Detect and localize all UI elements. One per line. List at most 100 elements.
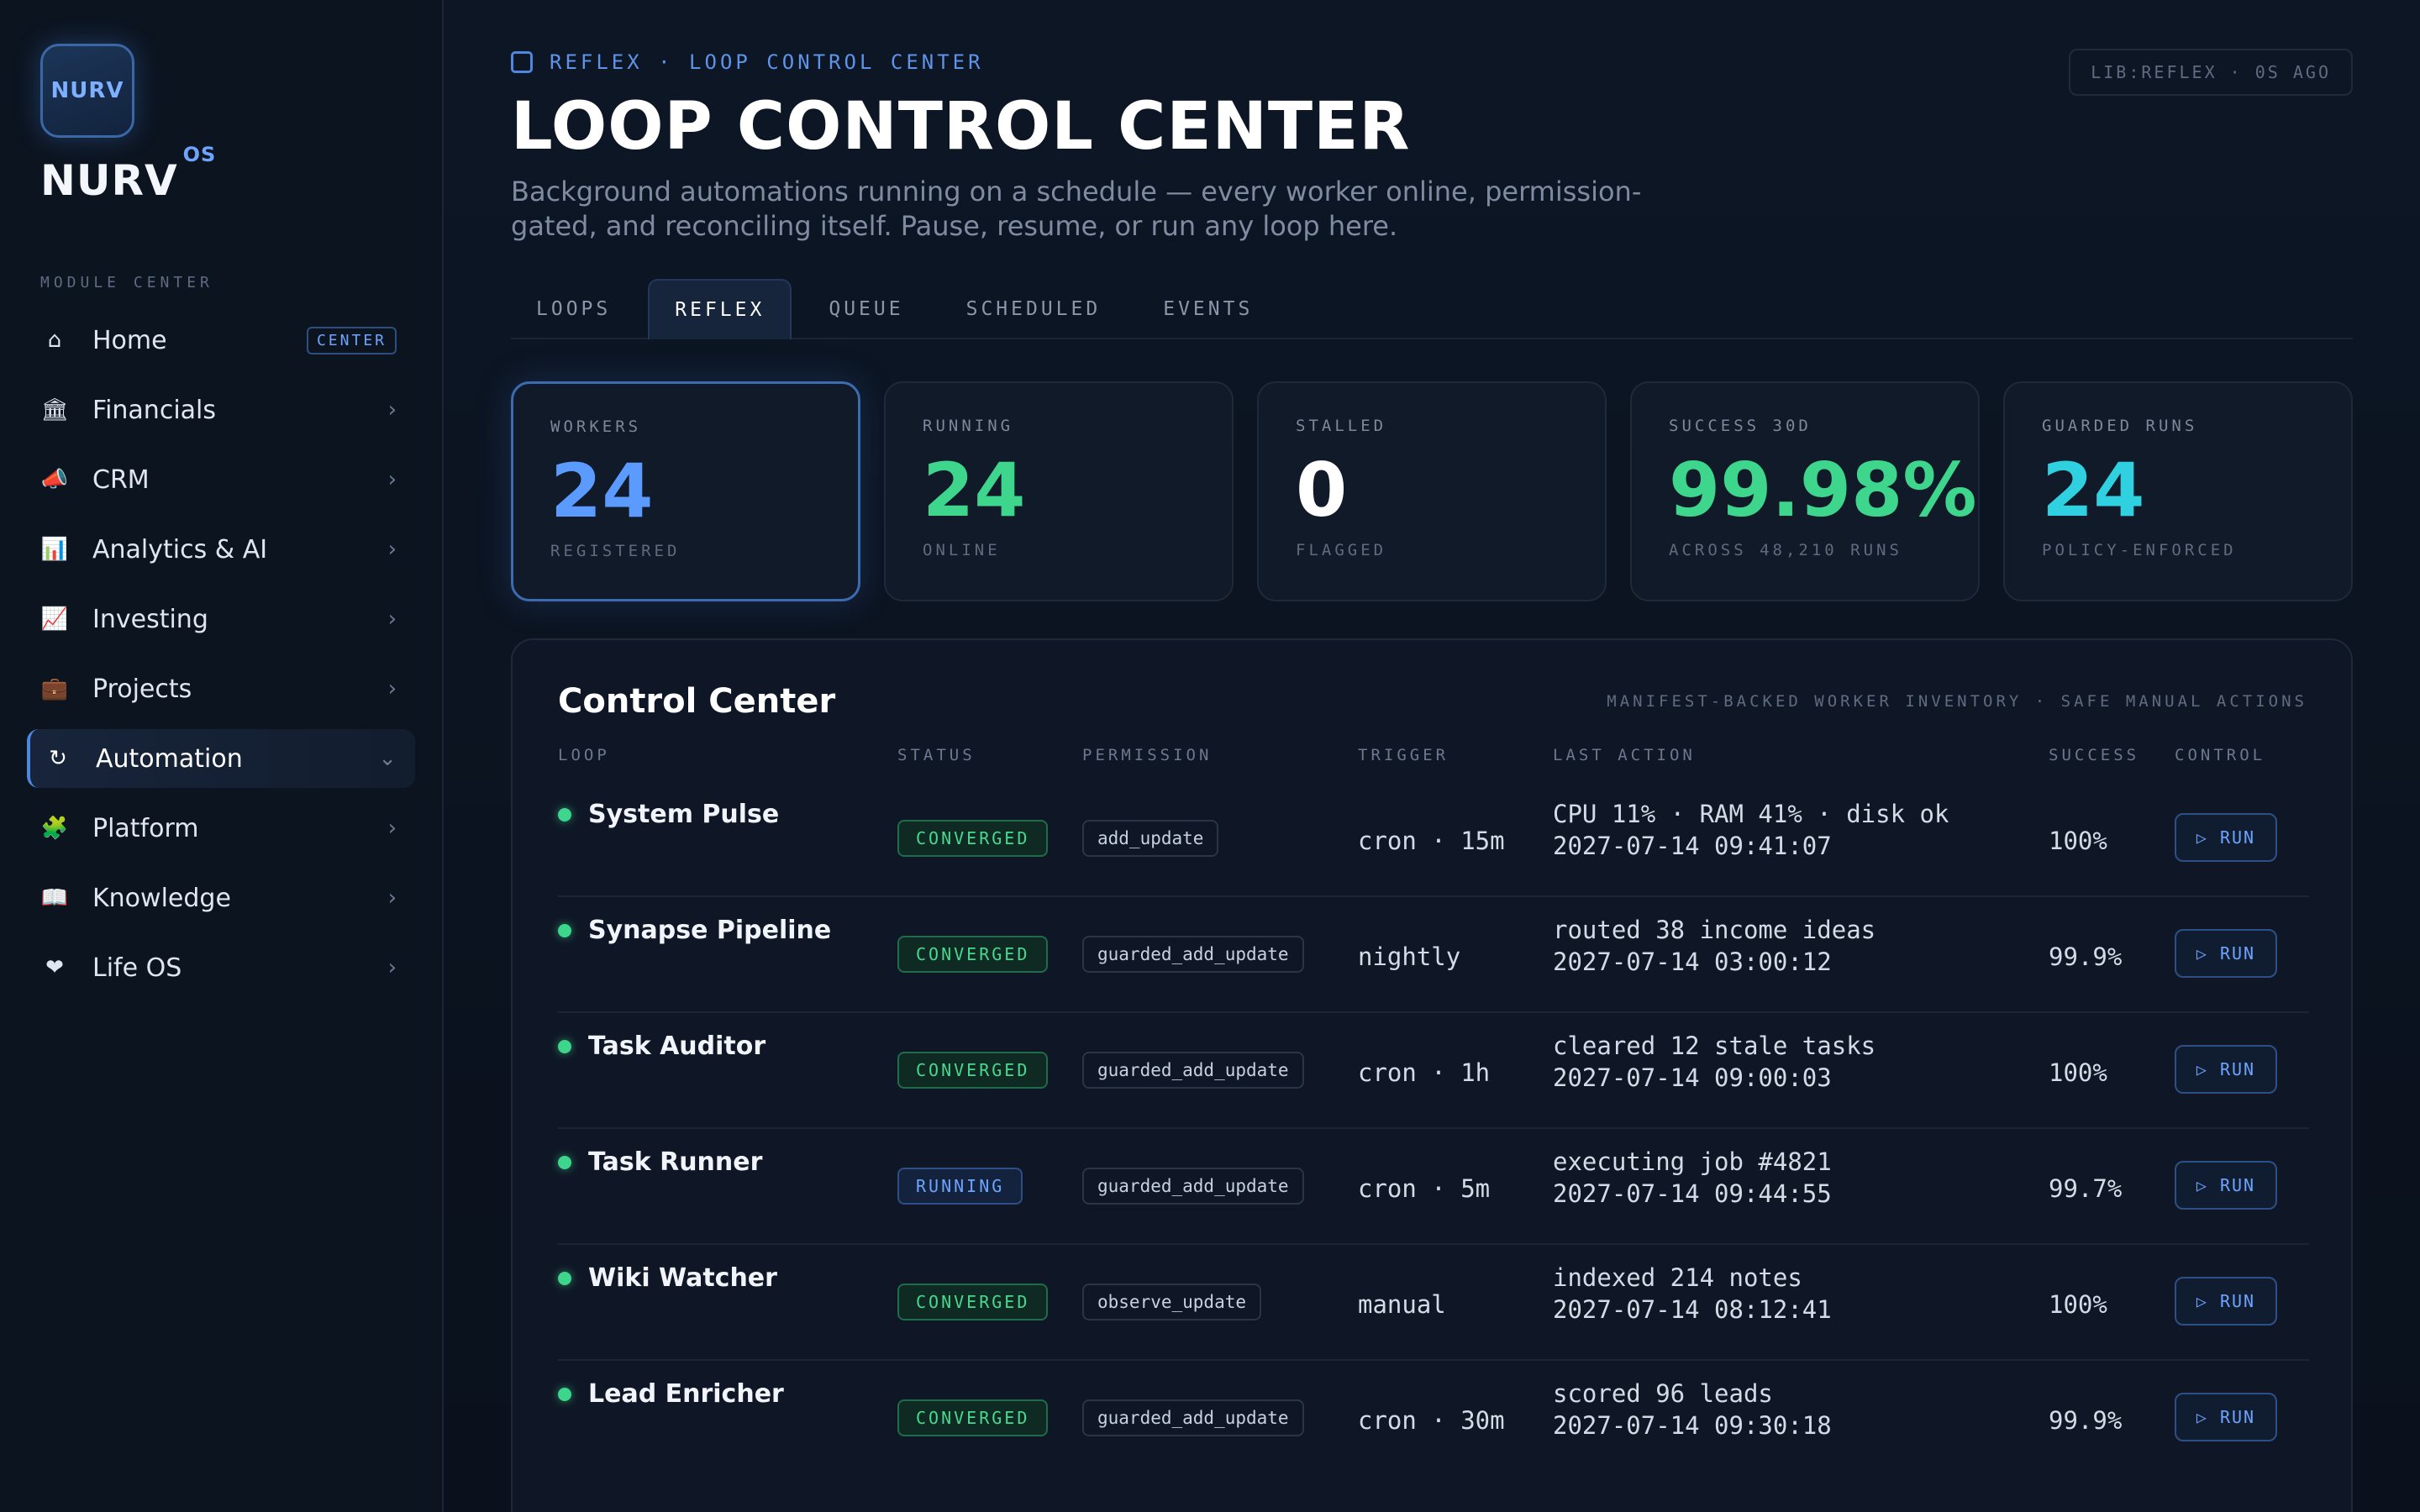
brand-title: NURV: [40, 156, 178, 205]
col-header-status: STATUS: [897, 746, 976, 764]
table-body: System Pulse CONVERGED add_update cron ·…: [558, 781, 2309, 1477]
stat-card-success[interactable]: SUCCESS 30D 99.98% ACROSS 48,210 RUNS: [1630, 381, 1980, 601]
tab-events[interactable]: EVENTS: [1163, 298, 1254, 320]
last-action-text: routed 38 income ideas: [1553, 916, 1876, 944]
tab-scheduled[interactable]: SCHEDULED: [965, 298, 1102, 320]
last-action-text: scored 96 leads: [1553, 1379, 1773, 1408]
stat-card-guarded[interactable]: GUARDED RUNS 24 POLICY-ENFORCED: [2003, 381, 2353, 601]
stat-card-stalled[interactable]: STALLED 0 FLAGGED: [1257, 381, 1607, 601]
stat-label: STALLED: [1296, 417, 1387, 435]
status-dot-icon: [558, 923, 571, 937]
sidebar-item-label: Automation: [96, 743, 243, 774]
heart-icon: ❤: [45, 955, 64, 980]
tab-loops[interactable]: LOOPS: [536, 298, 612, 320]
bank-icon: 🏛: [40, 397, 69, 423]
sidebar-item-label: Platform: [92, 813, 199, 843]
status-badge: RUNNING: [897, 1168, 1023, 1205]
panel-meta: MANIFEST-BACKED WORKER INVENTORY · SAFE …: [1607, 692, 2307, 711]
stat-sub: FLAGGED: [1296, 541, 1387, 559]
sidebar-item-platform[interactable]: 🧩 Platform ›: [27, 799, 415, 858]
stat-value: 24: [550, 448, 654, 534]
last-action: indexed 214 notes 2027-07-14 08:12:41: [1553, 1262, 1832, 1326]
permission-tag: guarded_add_update: [1082, 936, 1304, 973]
loop-name-text: System Pulse: [588, 800, 780, 829]
permission-tag: guarded_add_update: [1082, 1052, 1304, 1089]
chevron-right-icon: ›: [387, 467, 397, 492]
sidebar-item-life-os[interactable]: ❤ Life OS ›: [27, 938, 415, 997]
sidebar-item-label: Financials: [92, 395, 216, 425]
chevron-right-icon: ›: [387, 676, 397, 701]
run-button[interactable]: ▷ RUN: [2175, 1277, 2277, 1326]
puzzle-icon: 🧩: [40, 816, 69, 841]
stat-label: GUARDED RUNS: [2042, 417, 2198, 435]
col-header-success: SUCCESS: [2049, 746, 2140, 764]
last-action-time: 2027-07-14 09:44:55: [1553, 1179, 1832, 1208]
table-row: Wiki Watcher CONVERGED observe_update ma…: [558, 1245, 2309, 1361]
last-action-time: 2027-07-14 08:12:41: [1553, 1295, 1832, 1324]
success-rate: 100%: [2049, 827, 2107, 855]
permission-tag: guarded_add_update: [1082, 1399, 1304, 1436]
table-row: System Pulse CONVERGED add_update cron ·…: [558, 781, 2309, 897]
lib-status-pill: LIB:REFLEX · 0S AGO: [2069, 49, 2353, 96]
megaphone-icon: 📣: [40, 467, 69, 492]
chevron-right-icon: ›: [387, 537, 397, 562]
tab-reflex[interactable]: REFLEX: [648, 279, 792, 339]
home-icon: ⌂: [47, 328, 62, 353]
sidebar-item-projects[interactable]: 💼 Projects ›: [27, 659, 415, 718]
refresh-icon: ↻: [49, 746, 67, 771]
loop-name: Wiki Watcher: [558, 1263, 777, 1293]
run-button[interactable]: ▷ RUN: [2175, 813, 2277, 862]
sidebar-item-label: Life OS: [92, 953, 182, 983]
sidebar-item-label: Knowledge: [92, 883, 231, 913]
stat-label: RUNNING: [923, 417, 1014, 435]
briefcase-icon: 💼: [40, 676, 69, 701]
logo-text: NURV: [50, 78, 124, 103]
sidebar-item-label: Analytics & AI: [92, 534, 268, 564]
run-button[interactable]: ▷ RUN: [2175, 1393, 2277, 1441]
stat-sub: REGISTERED: [550, 542, 681, 560]
last-action: routed 38 income ideas 2027-07-14 03:00:…: [1553, 914, 1876, 978]
trigger-value: manual: [1358, 1290, 1446, 1319]
table-row: Task Runner RUNNING guarded_add_update c…: [558, 1129, 2309, 1245]
last-action: scored 96 leads 2027-07-14 09:30:18: [1553, 1378, 1832, 1441]
col-header-loop: LOOP: [558, 746, 610, 764]
run-button[interactable]: ▷ RUN: [2175, 1161, 2277, 1210]
loop-name-text: Synapse Pipeline: [588, 916, 832, 945]
sidebar-item-investing[interactable]: 📈 Investing ›: [27, 590, 415, 648]
sidebar-item-knowledge[interactable]: 📖 Knowledge ›: [27, 869, 415, 927]
status-badge: CONVERGED: [897, 820, 1049, 857]
sidebar-nav: ⌂ Home CENTER 🏛 Financials › 📣 CRM › 📊 A…: [27, 311, 415, 1008]
square-icon: [511, 51, 533, 73]
sidebar-item-analytics[interactable]: 📊 Analytics & AI ›: [27, 520, 415, 579]
stat-card-running[interactable]: RUNNING 24 ONLINE: [884, 381, 1234, 601]
stat-label: WORKERS: [550, 417, 642, 436]
last-action-text: executing job #4821: [1553, 1147, 1832, 1176]
success-rate: 99.9%: [2049, 942, 2123, 971]
sidebar-item-label: Projects: [92, 674, 192, 704]
stat-label: SUCCESS 30D: [1669, 417, 1812, 435]
breadcrumb: REFLEX · LOOP CONTROL CENTER: [511, 50, 984, 74]
brand-name: NURVOS: [40, 143, 216, 205]
sidebar-item-crm[interactable]: 📣 CRM ›: [27, 450, 415, 509]
table-row: Lead Enricher CONVERGED guarded_add_upda…: [558, 1361, 2309, 1477]
loop-name: Task Auditor: [558, 1032, 765, 1061]
control-center-panel: Control Center MANIFEST-BACKED WORKER IN…: [511, 638, 2353, 1512]
stat-value: 99.98%: [1669, 447, 1977, 533]
sidebar-item-home[interactable]: ⌂ Home CENTER: [27, 311, 415, 370]
page-title: LOOP CONTROL CENTER: [511, 89, 1411, 165]
tab-queue[interactable]: QUEUE: [829, 298, 904, 320]
run-button[interactable]: ▷ RUN: [2175, 1045, 2277, 1094]
logo[interactable]: NURV: [40, 44, 134, 138]
run-button[interactable]: ▷ RUN: [2175, 929, 2277, 978]
table-row: Task Auditor CONVERGED guarded_add_updat…: [558, 1013, 2309, 1129]
stat-card-workers[interactable]: WORKERS 24 REGISTERED: [511, 381, 860, 601]
permission-tag: add_update: [1082, 820, 1219, 857]
stat-value: 24: [2042, 447, 2145, 533]
success-rate: 100%: [2049, 1058, 2107, 1087]
success-rate: 99.9%: [2049, 1406, 2123, 1435]
sidebar-item-automation[interactable]: ↻ Automation ⌄: [27, 729, 415, 788]
sidebar-item-financials[interactable]: 🏛 Financials ›: [27, 381, 415, 439]
chevron-right-icon: ›: [387, 397, 397, 423]
permission-tag: guarded_add_update: [1082, 1168, 1304, 1205]
col-header-last-action: LAST ACTION: [1553, 746, 1696, 764]
